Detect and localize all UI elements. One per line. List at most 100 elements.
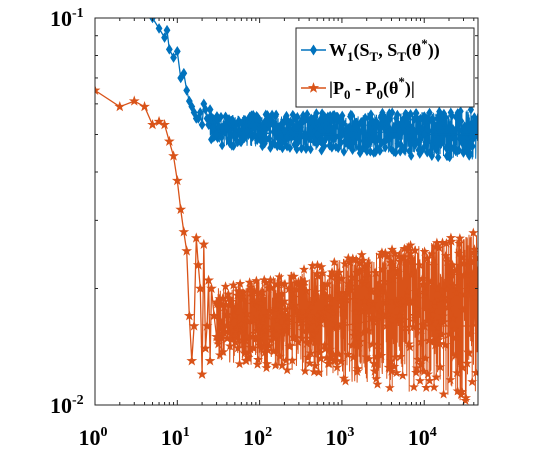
series-1-point xyxy=(280,125,288,137)
series-2-point xyxy=(192,259,204,270)
y-tick-base: 10 xyxy=(50,393,72,418)
series-1-point xyxy=(165,44,173,55)
series-1-point xyxy=(170,52,177,63)
series-2-point xyxy=(147,119,158,130)
y-tick-base: 10 xyxy=(50,6,72,31)
series-2-point xyxy=(279,320,290,331)
series-2-point xyxy=(178,226,190,237)
series-1-point xyxy=(243,125,251,137)
x-tick-exponent: 3 xyxy=(347,425,354,440)
x-tick-label: 102 xyxy=(243,425,272,450)
diamond-marker-icon xyxy=(309,44,318,56)
series-2-point xyxy=(159,119,170,130)
series-2-point xyxy=(229,310,241,321)
series-2-point xyxy=(211,331,222,342)
series-1-point xyxy=(202,104,209,115)
series-2-point xyxy=(254,320,266,331)
series-1-point xyxy=(396,125,403,137)
series-1-oscillation-markers xyxy=(206,104,478,163)
series-1-point xyxy=(231,129,239,140)
series-layer xyxy=(95,18,478,405)
series-2-point xyxy=(171,174,183,186)
series-1-point xyxy=(196,107,204,118)
series-2-point xyxy=(114,101,126,112)
series-2 xyxy=(95,84,478,405)
star-marker-icon xyxy=(307,82,320,93)
x-tick-label: 101 xyxy=(161,425,190,450)
series-2-point xyxy=(188,320,200,331)
series-2-point xyxy=(203,274,214,285)
series-2-point xyxy=(190,232,202,243)
x-tick-exponent: 4 xyxy=(430,425,437,440)
legend-item-1: W1(ST, ST(θ*)) xyxy=(301,36,440,64)
series-2-point xyxy=(181,245,193,256)
series-2-point xyxy=(186,355,198,366)
series-2-point xyxy=(201,320,213,331)
series-2-point xyxy=(336,320,348,331)
y-tick-label: 10-2 xyxy=(50,393,84,418)
series-2-oscillation-markers xyxy=(211,227,478,405)
series-2-point xyxy=(175,203,187,215)
series-2-point xyxy=(183,310,195,321)
legend-label: W1(ST, ST(θ*)) xyxy=(329,36,440,64)
series-1-point xyxy=(338,129,346,140)
series-1-point xyxy=(180,67,188,79)
series-2-point xyxy=(95,84,101,95)
series-2-point xyxy=(208,310,220,321)
series-1 xyxy=(149,18,478,163)
x-tick-exponent: 2 xyxy=(265,425,272,440)
series-1-point xyxy=(198,119,206,131)
series-1-point xyxy=(173,46,181,57)
y-tick-label: 10-1 xyxy=(50,6,84,31)
x-tick-label: 104 xyxy=(408,425,437,450)
legend-item-2: |P0 - P0(θ*)| xyxy=(301,74,415,102)
x-tick-base: 10 xyxy=(161,425,183,450)
series-2-point xyxy=(153,115,165,127)
series-2-point xyxy=(206,282,217,294)
axes-box xyxy=(94,17,479,406)
legend-label: |P0 - P0(θ*)| xyxy=(329,74,415,102)
y-tick-exponent: -2 xyxy=(72,393,84,408)
legend-box xyxy=(295,27,475,108)
series-2-point xyxy=(418,320,430,331)
series-2-point xyxy=(163,135,175,146)
x-tick-base: 10 xyxy=(408,425,430,450)
series-1-point xyxy=(161,32,168,43)
series-1-point xyxy=(223,122,231,134)
legend: W1(ST, ST(θ*)) |P0 - P0(θ*)| xyxy=(295,27,475,108)
series-1-point xyxy=(256,129,264,140)
series-1-point xyxy=(209,122,217,134)
series-1-point xyxy=(183,85,191,96)
series-1-point xyxy=(313,129,321,140)
series-2-point xyxy=(394,310,405,321)
series-1-point xyxy=(218,122,226,134)
series-2-point xyxy=(200,342,211,354)
series-2-point xyxy=(196,368,208,379)
x-tick-label: 103 xyxy=(325,425,354,450)
series-2-point xyxy=(204,355,216,366)
series-2-point xyxy=(198,238,210,249)
x-tick-base: 10 xyxy=(325,425,347,450)
series-1-point xyxy=(206,104,214,115)
series-2-point xyxy=(221,320,233,331)
series-1-point xyxy=(213,129,220,140)
series-2-point xyxy=(139,101,150,112)
x-tick-base: 10 xyxy=(79,425,101,450)
series-2-point xyxy=(194,282,206,294)
series-1-point xyxy=(163,24,171,36)
x-tick-exponent: 1 xyxy=(183,425,190,440)
series-2-point xyxy=(311,310,323,321)
y-tick-exponent: -1 xyxy=(72,6,84,21)
series-1-point xyxy=(420,129,428,140)
x-tick-exponent: 0 xyxy=(101,425,108,440)
series-2-point xyxy=(168,150,179,161)
series-2-point xyxy=(128,95,140,106)
series-2-point xyxy=(472,320,478,331)
x-tick-label: 100 xyxy=(79,425,108,450)
x-tick-base: 10 xyxy=(243,425,265,450)
series-2-point xyxy=(241,331,253,342)
series-1-point xyxy=(155,23,163,34)
